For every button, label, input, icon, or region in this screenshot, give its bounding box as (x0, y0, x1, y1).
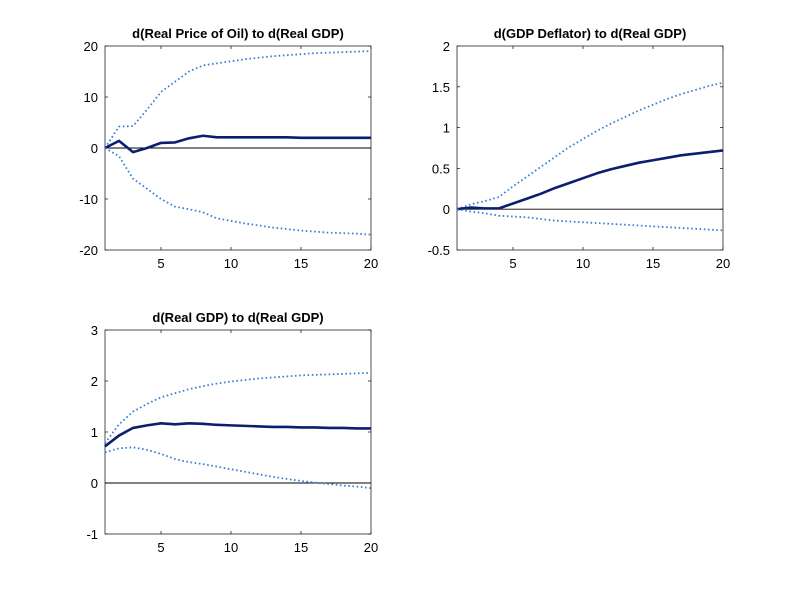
chart-title: d(Real GDP) to d(Real GDP) (152, 310, 323, 325)
x-tick-label: 20 (364, 256, 378, 271)
panel-3: d(Real GDP) to d(Real GDP) -1 0 1 2 3 5 10 15 20 (86, 310, 378, 555)
panel-1: d(Real Price of Oil) to d(Real GDP) -20 -1… (79, 26, 378, 271)
y-tick-label: 10 (84, 90, 98, 105)
series-response (104, 422, 371, 448)
y-tick-label: 20 (84, 39, 98, 54)
plot-area (104, 329, 372, 535)
y-tick-label: 1.5 (432, 80, 450, 95)
x-tick-label: 10 (224, 540, 238, 555)
x-tick-label: 15 (294, 540, 308, 555)
x-tick-label: 5 (509, 256, 516, 271)
y-tick-label: 0.5 (432, 161, 450, 176)
series-upper (104, 371, 372, 444)
y-tick-label: 2 (91, 374, 98, 389)
x-tick-label: 5 (157, 256, 164, 271)
y-tick-label: -10 (79, 192, 98, 207)
x-tick-label: 20 (716, 256, 730, 271)
series-upper (104, 50, 372, 149)
chart-title: d(Real Price of Oil) to d(Real GDP) (132, 26, 344, 41)
plot-area (456, 45, 724, 251)
x-tick-label: 20 (364, 540, 378, 555)
y-tick-label: 0 (91, 141, 98, 156)
y-tick-label: 0 (91, 476, 98, 491)
x-tick-label: 15 (294, 256, 308, 271)
y-tick-label: 1 (91, 425, 98, 440)
chart-title: d(GDP Deflator) to d(Real GDP) (494, 26, 687, 41)
series-lower (456, 208, 724, 232)
x-tick-label: 10 (224, 256, 238, 271)
panel-2: d(GDP Deflator) to d(Real GDP) -0.5 0 0.5 1 1… (428, 26, 731, 271)
y-tick-label: 3 (91, 323, 98, 338)
y-tick-label: 2 (443, 39, 450, 54)
y-tick-label: -0.5 (428, 243, 450, 258)
y-tick-label: -1 (86, 527, 98, 542)
series-upper (456, 81, 724, 211)
series-response (104, 134, 371, 154)
x-tick-label: 10 (576, 256, 590, 271)
x-tick-label: 15 (646, 256, 660, 271)
y-tick-label: 1 (443, 121, 450, 136)
y-tick-label: -20 (79, 243, 98, 258)
y-tick-label: 0 (443, 202, 450, 217)
series-response (456, 149, 724, 211)
x-tick-label: 5 (157, 540, 164, 555)
